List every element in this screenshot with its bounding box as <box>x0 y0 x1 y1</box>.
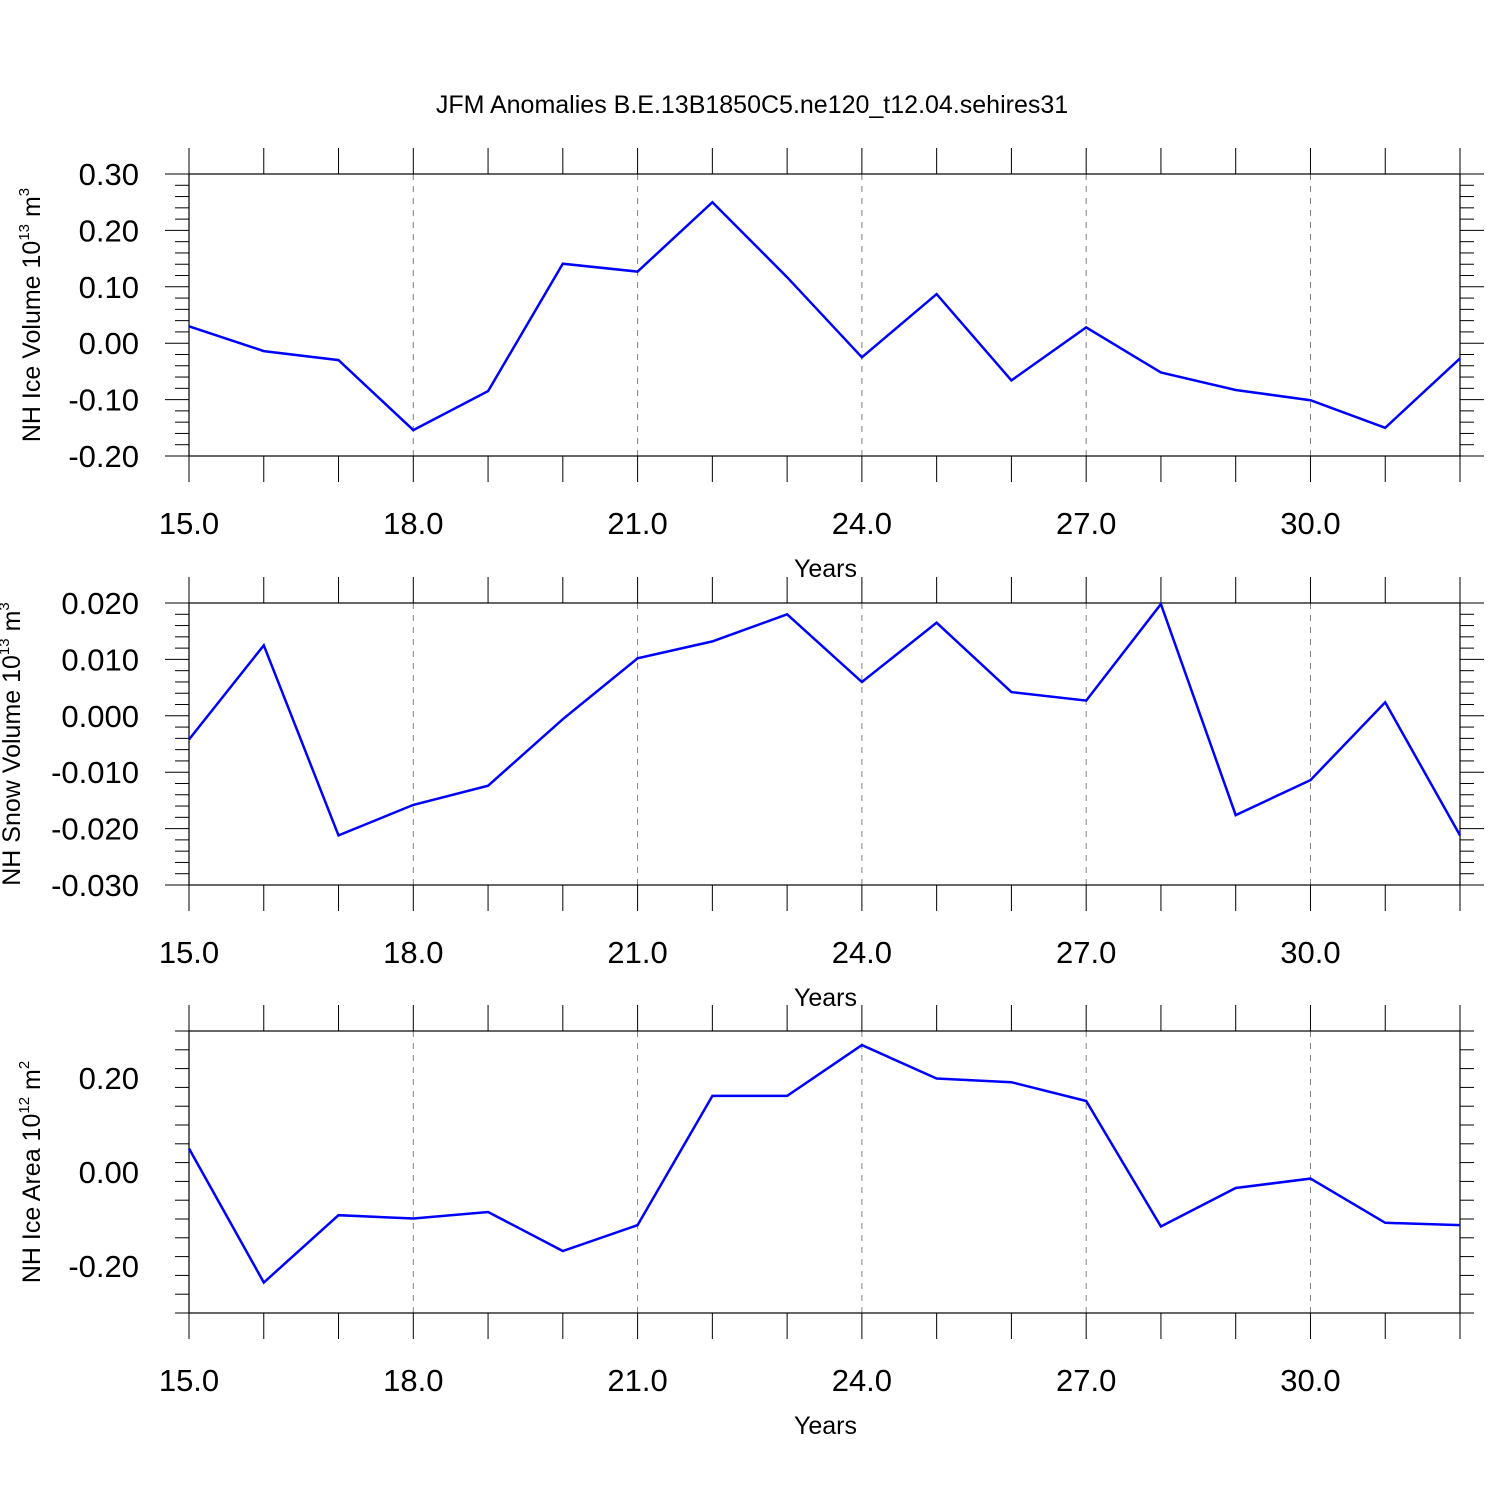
y-tick-label: -0.10 <box>68 383 139 418</box>
x-axis-title: Years <box>794 1412 857 1440</box>
y-tick-label: -0.020 <box>51 812 139 847</box>
y-axis-title: NH Ice Area 1012 m2 <box>16 1061 46 1283</box>
y-axis-title: NH Snow Volume 1013 m3 <box>0 602 26 886</box>
y-axis-title-superscript: 3 <box>16 188 33 196</box>
y-tick-label: -0.030 <box>51 868 139 903</box>
y-axis-title-text: m <box>18 1069 46 1097</box>
y-axis-title-superscript: 3 <box>0 602 13 610</box>
y-tick-label: -0.20 <box>68 1249 139 1284</box>
y-axis-title-superscript: 13 <box>16 224 33 241</box>
plot-frame <box>188 173 1461 457</box>
x-tick-label: 24.0 <box>832 935 892 970</box>
y-tick-label: 0.30 <box>79 157 139 192</box>
y-axis-title-text: NH Ice Volume 10 <box>18 241 46 443</box>
x-tick-label: 21.0 <box>607 935 667 970</box>
chart-panel-3: 15.0 18.0 21.0 24.0 27.0 30.0 -0.20 0.00 0.20 Yea… <box>16 1005 1474 1440</box>
y-axis-title-superscript: 13 <box>0 638 13 655</box>
x-tick-label: 15.0 <box>159 506 219 541</box>
y-axis-title-superscript: 2 <box>16 1061 33 1069</box>
x-tick-label: 18.0 <box>383 935 443 970</box>
series-line <box>188 601 1462 838</box>
y-tick-label: -0.20 <box>68 439 139 474</box>
chart-panel-1: 15.0 18.0 21.0 24.0 27.0 30.0 -0.20 -0.10 0.00 0.… <box>16 148 1484 583</box>
y-tick-label: 0.020 <box>61 586 139 621</box>
x-tick-label: 30.0 <box>1280 506 1340 541</box>
x-tick-label: 24.0 <box>832 506 892 541</box>
chart-panel-2: 15.0 18.0 21.0 24.0 27.0 30.0 -0.030 -0.020 -0.0… <box>0 577 1484 1012</box>
x-tick-label: 30.0 <box>1280 1363 1340 1398</box>
x-tick-label: 30.0 <box>1280 935 1340 970</box>
y-axis-title-text: m <box>18 196 46 224</box>
x-tick-label: 27.0 <box>1056 935 1116 970</box>
y-tick-label: 0.000 <box>61 699 139 734</box>
figure-title: JFM Anomalies B.E.13B1850C5.ne120_t12.04… <box>436 91 1068 119</box>
x-axis-title: Years <box>794 984 857 1012</box>
y-axis-title-text: NH Snow Volume 10 <box>0 655 26 886</box>
y-tick-label: 0.00 <box>79 326 139 361</box>
y-tick-label: -0.010 <box>51 755 139 790</box>
series-line <box>187 1043 1461 1285</box>
y-tick-label: 0.010 <box>61 642 139 677</box>
x-tick-label: 18.0 <box>383 1363 443 1398</box>
x-tick-label: 15.0 <box>159 935 219 970</box>
y-axis-title-text: m <box>0 611 26 639</box>
x-tick-label: 27.0 <box>1056 506 1116 541</box>
y-axis-title: NH Ice Volume 1013 m3 <box>16 188 46 442</box>
y-tick-label: 0.20 <box>79 1061 139 1096</box>
plot-frame <box>188 602 1461 886</box>
x-tick-label: 21.0 <box>607 1363 667 1398</box>
series-line <box>188 200 1461 432</box>
y-tick-label: 0.20 <box>79 213 139 248</box>
x-tick-label: 24.0 <box>832 1363 892 1398</box>
chart-panels: 15.0 18.0 21.0 24.0 27.0 30.0 -0.20 -0.10 0.00 0.… <box>0 148 1484 1440</box>
x-tick-label: 15.0 <box>159 1363 219 1398</box>
x-tick-label: 18.0 <box>383 506 443 541</box>
y-tick-label: 0.00 <box>79 1155 139 1190</box>
y-tick-label: 0.10 <box>79 270 139 305</box>
y-axis-title-text: NH Ice Area 10 <box>18 1114 46 1284</box>
y-axis-title-superscript: 12 <box>16 1097 33 1114</box>
x-tick-label: 27.0 <box>1056 1363 1116 1398</box>
x-tick-label: 21.0 <box>607 506 667 541</box>
x-axis-title: Years <box>794 555 857 583</box>
plot-frame <box>188 1030 1461 1314</box>
